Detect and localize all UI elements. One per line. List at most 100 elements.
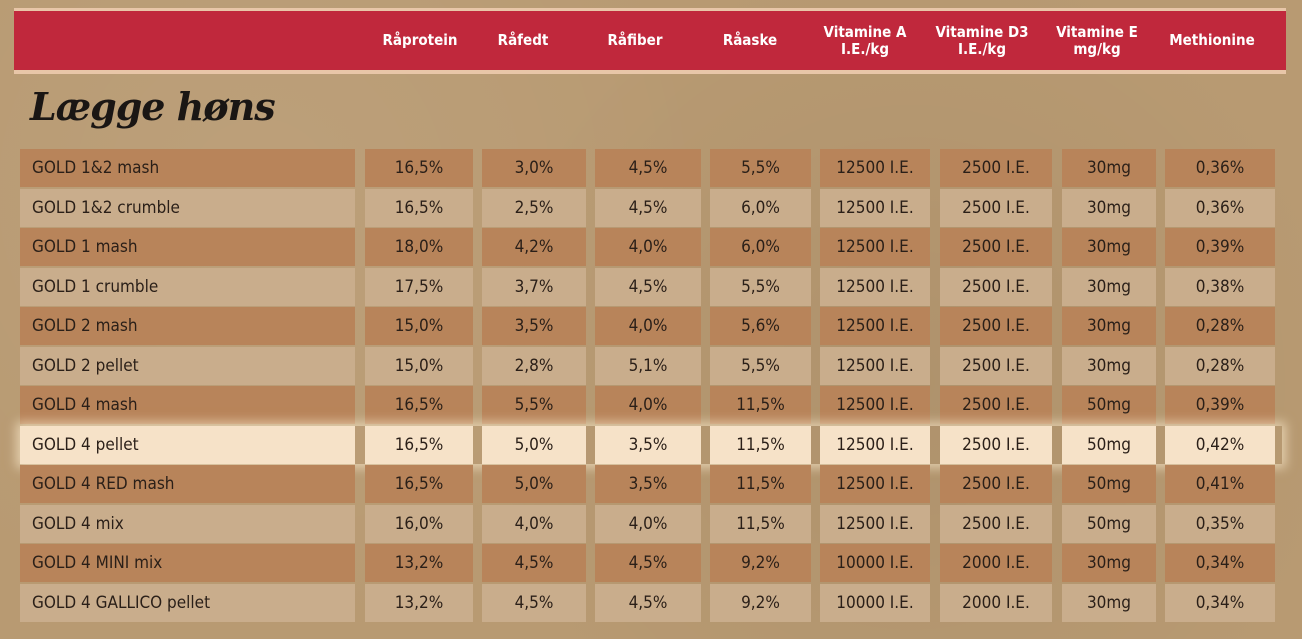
table-cell: 16,0% <box>365 504 473 543</box>
table-header: Råprotein Råfedt Råfiber Råaske Vitamine A I… <box>14 8 1286 74</box>
column-header: Råfiber <box>607 31 663 49</box>
product-name: GOLD 2 pellet <box>20 346 355 385</box>
table-cell: 5,0% <box>482 465 586 503</box>
table-cell: 16,5% <box>365 149 473 187</box>
table-cell: 11,5% <box>710 386 811 424</box>
table-cell: 15,0% <box>365 346 473 385</box>
table-cell: 30mg <box>1062 544 1156 582</box>
table-cell: 9,2% <box>710 544 811 582</box>
table-row: GOLD 1 mash 18,0% 4,2% 4,0% 6,0% 12500 I.E. 25… <box>20 228 1282 266</box>
table-cell: 6,0% <box>710 188 811 227</box>
table-cell: 11,5% <box>710 504 811 543</box>
table-cell: 0,28% <box>1165 346 1275 385</box>
table-cell: 0,35% <box>1165 504 1275 543</box>
table-cell: 16,5% <box>365 465 473 503</box>
table-cell: 5,0% <box>482 425 586 464</box>
product-name: GOLD 4 mix <box>20 504 355 543</box>
table-row: GOLD 2 mash 15,0% 3,5% 4,0% 5,6% 12500 I.E. 25… <box>20 307 1282 345</box>
table-row: GOLD 4 mash 16,5% 5,5% 4,0% 11,5% 12500 I.E. 2… <box>20 386 1282 424</box>
section-title: Lægge høns <box>30 84 276 129</box>
table-cell: 2500 I.E. <box>940 149 1052 187</box>
table-row: GOLD 1&2 crumble 16,5% 2,5% 4,5% 6,0% 12500 I… <box>20 188 1282 227</box>
table-cell: 2,5% <box>482 188 586 227</box>
table-cell: 12500 I.E. <box>820 386 930 424</box>
column-header: Råaske <box>722 31 778 49</box>
table-cell: 30mg <box>1062 228 1156 266</box>
table-cell: 5,1% <box>595 346 701 385</box>
table-cell: 13,2% <box>365 583 473 622</box>
table-cell: 12500 I.E. <box>820 228 930 266</box>
table-cell: 4,0% <box>482 504 586 543</box>
table-cell: 0,38% <box>1165 267 1275 306</box>
table-cell: 13,2% <box>365 544 473 582</box>
table-cell: 50mg <box>1062 386 1156 424</box>
column-header: Råprotein <box>382 31 458 49</box>
column-header: Vitamine A I.E./kg <box>823 22 907 58</box>
product-name: GOLD 4 GALLICO pellet <box>20 583 355 622</box>
table-cell: 4,5% <box>595 544 701 582</box>
table-cell: 30mg <box>1062 307 1156 345</box>
table-cell: 0,41% <box>1165 465 1275 503</box>
product-name: GOLD 4 pellet <box>20 425 355 464</box>
table-row: GOLD 4 mix 16,0% 4,0% 4,0% 11,5% 12500 I.E. 25… <box>20 504 1282 543</box>
table-cell: 12500 I.E. <box>820 267 930 306</box>
table-cell: 4,5% <box>595 188 701 227</box>
table-row: GOLD 4 MINI mix 13,2% 4,5% 4,5% 9,2% 10000 I.… <box>20 544 1282 582</box>
table-cell: 0,39% <box>1165 228 1275 266</box>
table-cell: 3,0% <box>482 149 586 187</box>
product-name: GOLD 1&2 mash <box>20 149 355 187</box>
table-cell: 30mg <box>1062 267 1156 306</box>
table-cell: 4,0% <box>595 228 701 266</box>
table-cell: 18,0% <box>365 228 473 266</box>
table-cell: 5,6% <box>710 307 811 345</box>
table-cell: 4,2% <box>482 228 586 266</box>
column-header: Råfedt <box>497 31 549 49</box>
table-cell: 2500 I.E. <box>940 228 1052 266</box>
table-cell: 2500 I.E. <box>940 267 1052 306</box>
table-cell: 12500 I.E. <box>820 307 930 345</box>
table-cell: 3,5% <box>482 307 586 345</box>
table-cell: 12500 I.E. <box>820 149 930 187</box>
table-cell: 2500 I.E. <box>940 465 1052 503</box>
table-cell: 3,5% <box>595 465 701 503</box>
table-cell: 5,5% <box>710 149 811 187</box>
column-header: Vitamine D3 I.E./kg <box>935 22 1029 58</box>
table-cell: 30mg <box>1062 346 1156 385</box>
table-cell: 4,0% <box>595 504 701 543</box>
column-header: Vitamine E mg/kg <box>1056 22 1138 58</box>
table-cell: 12500 I.E. <box>820 504 930 543</box>
table-cell: 50mg <box>1062 504 1156 543</box>
table-cell: 12500 I.E. <box>820 465 930 503</box>
table-cell: 11,5% <box>710 425 811 464</box>
table-cell: 9,2% <box>710 583 811 622</box>
table-cell: 0,34% <box>1165 544 1275 582</box>
table-row: GOLD 1 crumble 17,5% 3,7% 4,5% 5,5% 12500 I.E… <box>20 267 1282 306</box>
table-cell: 11,5% <box>710 465 811 503</box>
table-row: GOLD 1&2 mash 16,5% 3,0% 4,5% 5,5% 12500 I.E.… <box>20 149 1282 187</box>
product-name: GOLD 1 mash <box>20 228 355 266</box>
table-cell: 2000 I.E. <box>940 583 1052 622</box>
product-name: GOLD 4 RED mash <box>20 465 355 503</box>
column-header: Methionine <box>1169 31 1255 49</box>
table-cell: 12500 I.E. <box>820 346 930 385</box>
table-cell: 2500 I.E. <box>940 425 1052 464</box>
table-cell: 4,5% <box>482 583 586 622</box>
table-cell: 2000 I.E. <box>940 544 1052 582</box>
table-cell: 6,0% <box>710 228 811 266</box>
table-cell: 12500 I.E. <box>820 425 930 464</box>
table-cell: 0,36% <box>1165 149 1275 187</box>
table-cell: 16,5% <box>365 188 473 227</box>
table-cell: 50mg <box>1062 425 1156 464</box>
table-cell: 5,5% <box>710 346 811 385</box>
table-cell: 5,5% <box>482 386 586 424</box>
table-cell: 4,5% <box>595 149 701 187</box>
table-cell: 2,8% <box>482 346 586 385</box>
table-cell: 2500 I.E. <box>940 346 1052 385</box>
table-cell: 3,7% <box>482 267 586 306</box>
table-cell: 2500 I.E. <box>940 386 1052 424</box>
table-cell: 4,0% <box>595 307 701 345</box>
table-cell: 3,5% <box>595 425 701 464</box>
table-cell: 10000 I.E. <box>820 583 930 622</box>
product-name: GOLD 4 mash <box>20 386 355 424</box>
table-cell: 4,5% <box>482 544 586 582</box>
